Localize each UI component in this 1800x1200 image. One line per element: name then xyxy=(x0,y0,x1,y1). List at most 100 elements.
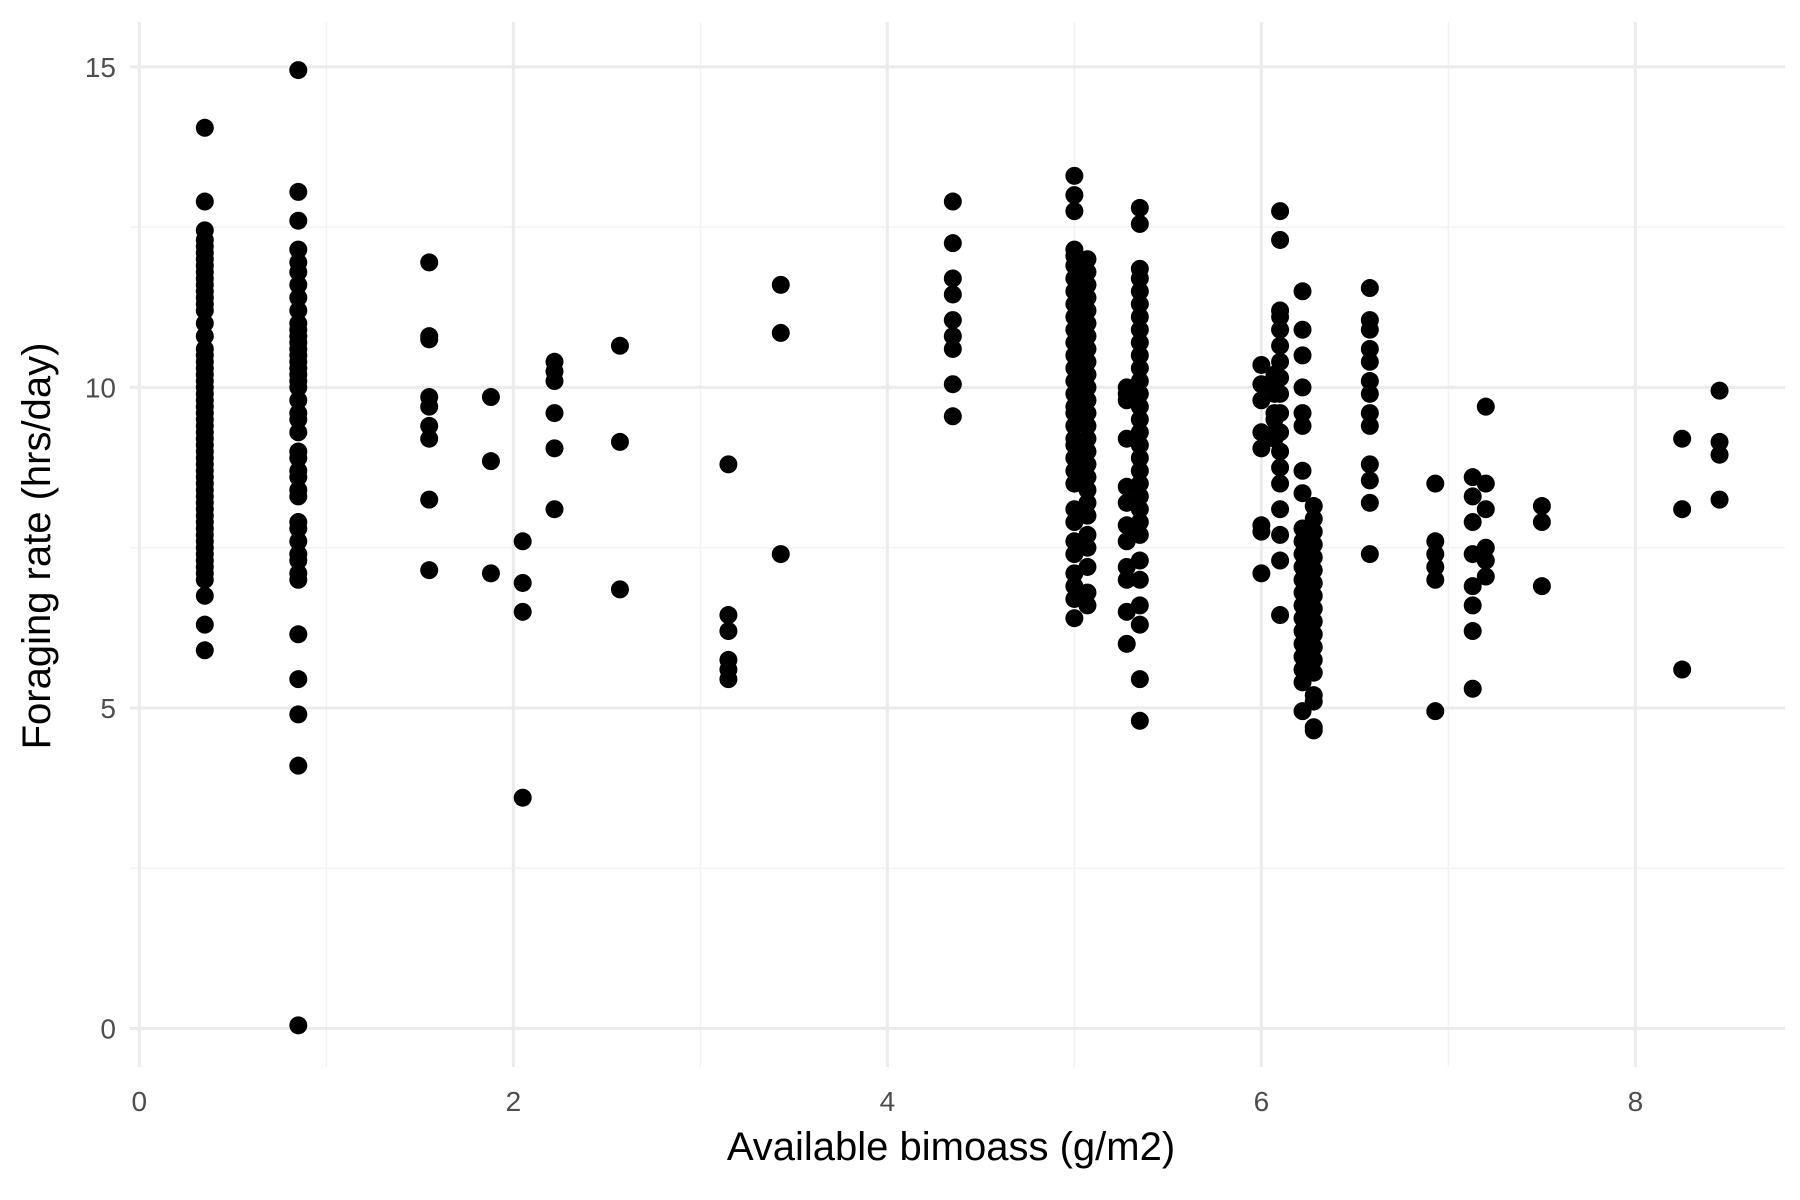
data-point xyxy=(289,756,308,775)
data-point xyxy=(1130,525,1149,544)
data-point xyxy=(195,192,214,211)
data-point xyxy=(1710,445,1729,464)
data-point xyxy=(1271,606,1290,625)
data-point xyxy=(289,532,308,551)
data-point xyxy=(1078,506,1097,525)
data-point xyxy=(545,439,564,458)
data-point xyxy=(1426,545,1445,564)
data-point xyxy=(1078,442,1097,461)
data-point xyxy=(1130,307,1149,326)
x-tick-label: 4 xyxy=(880,1086,896,1117)
data-point xyxy=(195,118,214,137)
data-point xyxy=(1252,564,1271,583)
data-point xyxy=(420,330,439,349)
data-point xyxy=(1304,522,1323,541)
data-point xyxy=(1078,481,1097,500)
data-point xyxy=(610,336,629,355)
data-point xyxy=(420,561,439,580)
data-point xyxy=(420,416,439,435)
data-point xyxy=(289,423,308,442)
data-point xyxy=(1426,557,1445,576)
data-point xyxy=(1304,612,1323,631)
data-point xyxy=(610,432,629,451)
data-point xyxy=(1710,381,1729,400)
data-point xyxy=(1304,535,1323,554)
data-point xyxy=(1304,721,1323,740)
data-point xyxy=(1293,404,1312,423)
data-point xyxy=(481,388,500,407)
data-point xyxy=(1304,650,1323,669)
data-point xyxy=(513,788,532,807)
data-point xyxy=(195,314,214,333)
data-point xyxy=(1078,250,1097,269)
data-point xyxy=(943,234,962,253)
data-point xyxy=(1130,487,1149,506)
data-point xyxy=(719,606,738,625)
data-point xyxy=(1532,513,1551,532)
data-point xyxy=(1271,458,1290,477)
data-point xyxy=(1360,416,1379,435)
data-point xyxy=(1304,599,1323,618)
data-point xyxy=(1271,404,1290,423)
data-point xyxy=(481,452,500,471)
data-point xyxy=(943,407,962,426)
data-point xyxy=(1130,384,1149,403)
data-point xyxy=(289,448,308,467)
data-point xyxy=(610,580,629,599)
data-point xyxy=(1078,391,1097,410)
y-tick-label: 5 xyxy=(100,693,116,724)
data-point xyxy=(1271,336,1290,355)
data-point xyxy=(1293,416,1312,435)
data-point xyxy=(195,586,214,605)
data-point xyxy=(1252,522,1271,541)
data-point xyxy=(289,211,308,230)
data-point xyxy=(1130,513,1149,532)
data-point xyxy=(1463,596,1482,615)
y-tick-label: 15 xyxy=(85,52,116,83)
y-tick-label: 0 xyxy=(100,1014,116,1045)
data-point xyxy=(1463,513,1482,532)
data-point xyxy=(1271,307,1290,326)
data-point xyxy=(943,285,962,304)
data-point xyxy=(1130,423,1149,442)
data-point xyxy=(1360,493,1379,512)
data-point xyxy=(1293,282,1312,301)
data-point xyxy=(1360,320,1379,339)
x-tick-label: 0 xyxy=(132,1086,148,1117)
x-tick-label: 2 xyxy=(506,1086,522,1117)
data-point xyxy=(1271,442,1290,461)
data-point xyxy=(420,253,439,272)
x-tick-label: 6 xyxy=(1254,1086,1270,1117)
data-point xyxy=(1360,384,1379,403)
data-point xyxy=(289,275,308,294)
data-point xyxy=(1426,532,1445,551)
data-point xyxy=(289,625,308,644)
data-point xyxy=(1271,423,1290,442)
data-point xyxy=(195,301,214,320)
data-point xyxy=(771,323,790,342)
data-point xyxy=(289,288,308,307)
data-point xyxy=(1673,500,1692,519)
data-point xyxy=(289,1016,308,1035)
data-point xyxy=(1130,711,1149,730)
data-point xyxy=(1304,625,1323,644)
data-point xyxy=(1078,327,1097,346)
data-point xyxy=(1065,166,1084,185)
data-point xyxy=(1130,282,1149,301)
data-point xyxy=(1130,474,1149,493)
data-point xyxy=(1130,320,1149,339)
data-point xyxy=(1065,416,1084,435)
data-point xyxy=(1078,583,1097,602)
data-point xyxy=(289,487,308,506)
data-point xyxy=(1463,679,1482,698)
data-point xyxy=(1130,551,1149,570)
data-point xyxy=(1426,702,1445,721)
data-point xyxy=(1463,487,1482,506)
data-point xyxy=(1673,660,1692,679)
data-point xyxy=(420,490,439,509)
data-point xyxy=(1293,320,1312,339)
data-point xyxy=(1130,269,1149,288)
data-point xyxy=(1078,301,1097,320)
y-axis-title: Foraging rate (hrs/day) xyxy=(15,343,59,750)
data-point xyxy=(943,192,962,211)
